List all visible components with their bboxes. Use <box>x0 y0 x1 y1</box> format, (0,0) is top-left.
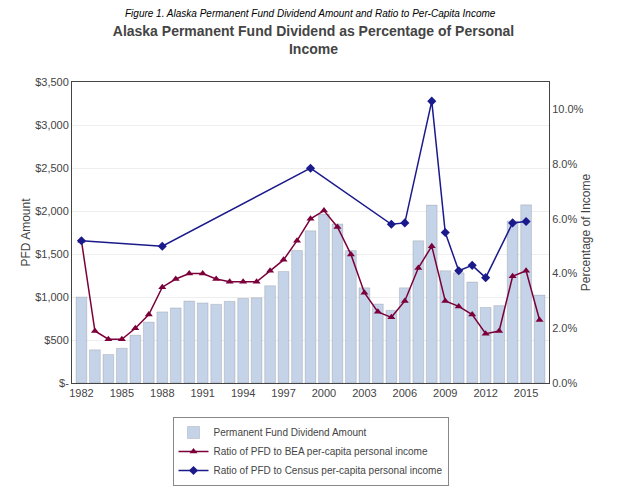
svg-text:2015: 2015 <box>514 387 538 399</box>
svg-text:$1,500: $1,500 <box>35 248 69 260</box>
svg-text:1982: 1982 <box>69 387 93 399</box>
svg-text:1991: 1991 <box>190 387 214 399</box>
svg-text:4.0%: 4.0% <box>552 267 577 279</box>
svg-text:2003: 2003 <box>352 387 376 399</box>
svg-text:Alaska Permanent Fund Dividend: Alaska Permanent Fund Dividend as Percen… <box>113 23 514 57</box>
svg-text:PFD Amount: PFD Amount <box>19 198 33 267</box>
svg-text:1997: 1997 <box>271 387 295 399</box>
svg-text:$2,000: $2,000 <box>35 205 69 217</box>
svg-text:$2,500: $2,500 <box>35 162 69 174</box>
svg-text:Percentage of Income: Percentage of Income <box>579 173 593 291</box>
svg-text:Figure 1. Alaska Permanent Fun: Figure 1. Alaska Permanent Fund Dividend… <box>125 8 496 19</box>
svg-text:2.0%: 2.0% <box>552 322 577 334</box>
svg-text:Ratio of PFD to BEA per-capita: Ratio of PFD to BEA per-capita personal … <box>214 446 428 457</box>
svg-text:Ratio of PFD to Census per-cap: Ratio of PFD to Census per-capita person… <box>214 465 443 476</box>
svg-text:1985: 1985 <box>110 387 134 399</box>
svg-text:$500: $500 <box>44 334 68 346</box>
svg-text:6.0%: 6.0% <box>552 213 577 225</box>
svg-text:2000: 2000 <box>312 387 336 399</box>
svg-text:10.0%: 10.0% <box>552 103 583 115</box>
svg-text:1988: 1988 <box>150 387 174 399</box>
svg-text:$1,000: $1,000 <box>35 291 69 303</box>
svg-text:2009: 2009 <box>433 387 457 399</box>
svg-text:$-: $- <box>59 377 69 389</box>
svg-text:0.0%: 0.0% <box>552 377 577 389</box>
svg-text:$3,000: $3,000 <box>35 119 69 131</box>
svg-text:Permanent Fund Dividend Amount: Permanent Fund Dividend Amount <box>214 427 367 438</box>
svg-text:2006: 2006 <box>393 387 417 399</box>
svg-text:1994: 1994 <box>231 387 255 399</box>
svg-text:$3,500: $3,500 <box>35 76 69 88</box>
svg-text:2012: 2012 <box>473 387 497 399</box>
svg-text:8.0%: 8.0% <box>552 158 577 170</box>
